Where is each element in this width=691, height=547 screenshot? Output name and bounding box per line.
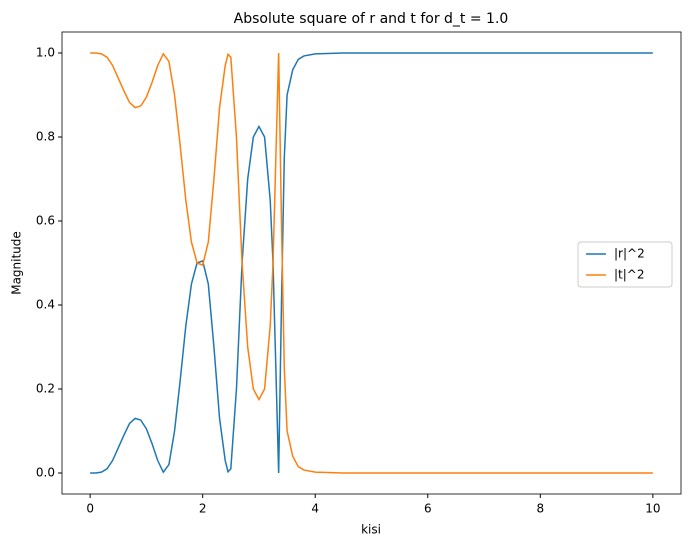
y-tick-label: 0.8 xyxy=(36,130,55,144)
x-tick-label: 6 xyxy=(424,502,432,516)
x-axis-label: kisi xyxy=(361,523,381,537)
line-series xyxy=(90,52,653,474)
y-tick-label: 0.6 xyxy=(36,214,55,228)
y-tick-label: 0.4 xyxy=(36,298,55,312)
y-axis-label: Magnitude xyxy=(10,231,24,295)
legend-label: |t|^2 xyxy=(614,268,644,282)
chart-title: Absolute square of r and t for d_t = 1.0 xyxy=(234,11,509,27)
line-series xyxy=(90,52,653,474)
y-tick-label: 0.2 xyxy=(36,382,55,396)
x-tick-label: 2 xyxy=(199,502,207,516)
legend-label: |r|^2 xyxy=(614,247,645,261)
x-tick-label: 4 xyxy=(311,502,319,516)
plot-frame xyxy=(61,31,682,495)
y-tick-label: 1.0 xyxy=(36,46,55,60)
y-tick-label: 0.0 xyxy=(36,466,55,480)
x-tick-label: 0 xyxy=(86,502,94,516)
x-tick-label: 8 xyxy=(536,502,544,516)
x-tick-label: 10 xyxy=(645,502,660,516)
